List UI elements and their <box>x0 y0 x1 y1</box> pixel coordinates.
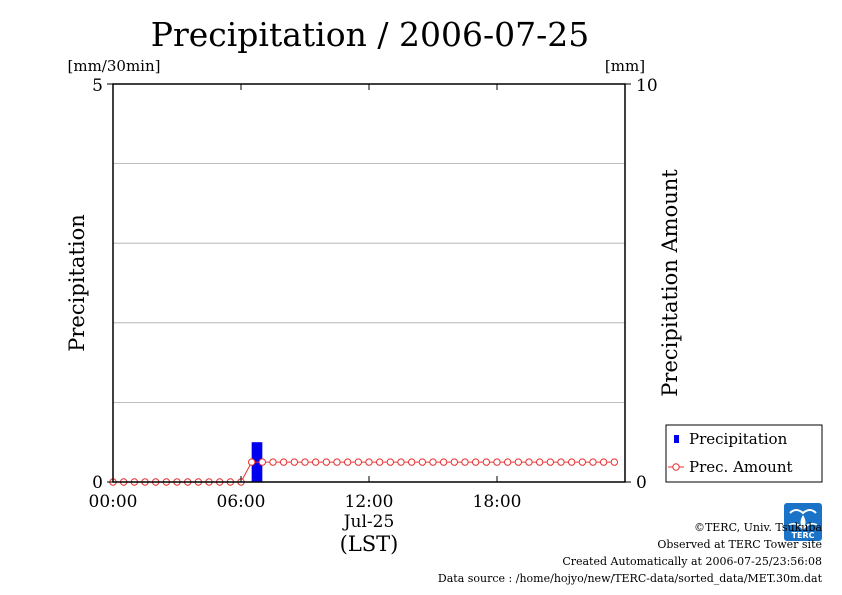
amount-point <box>578 458 587 466</box>
x-axis-label: (LST) <box>340 532 399 556</box>
amount-point <box>258 458 267 466</box>
amount-point <box>343 458 352 466</box>
legend-precipitation-label: Precipitation <box>689 430 788 448</box>
amount-point <box>514 458 523 466</box>
footer-copyright: ©TERC, Univ. Tsukuba <box>693 521 822 534</box>
right-tick-label-0: 0 <box>636 473 647 493</box>
footer-site: Observed at TERC Tower site <box>657 538 822 551</box>
legend-amount-marker <box>672 463 680 471</box>
right-tick-label-10: 10 <box>636 76 658 96</box>
amount-point <box>482 458 491 466</box>
right-axis-unit: [mm] <box>605 57 645 75</box>
x-tick-label-0600: 06:00 <box>217 492 266 512</box>
amount-point <box>503 458 512 466</box>
amount-point <box>354 458 363 466</box>
amount-point <box>279 458 288 466</box>
amount-point <box>557 458 565 466</box>
amount-point <box>471 458 480 466</box>
amount-point <box>301 458 309 466</box>
amount-point <box>567 458 576 466</box>
amount-point <box>247 458 256 466</box>
amount-point <box>450 458 459 466</box>
right-axis-label: Precipitation Amount <box>658 169 682 397</box>
amount-point <box>386 458 395 466</box>
x-tick-label-1800: 18:00 <box>473 492 522 512</box>
legend-precipitation-swatch <box>674 435 679 443</box>
legend-amount-label: Prec. Amount <box>689 458 793 476</box>
footer-source: Data source : /home/hojyo/new/TERC-data/… <box>437 572 822 585</box>
amount-point <box>599 458 608 466</box>
amount-point <box>269 458 277 466</box>
amount-point <box>525 458 533 466</box>
amount-point <box>461 458 469 466</box>
footer-created: Created Automatically at 2006-07-25/23:5… <box>562 555 822 568</box>
amount-point <box>429 458 437 466</box>
grid-lines <box>113 163 625 403</box>
amount-point <box>322 458 331 466</box>
amount-point <box>407 458 416 466</box>
chart-title: Precipitation / 2006-07-25 <box>151 15 589 54</box>
amount-point <box>546 458 555 466</box>
left-axis-label: Precipitation <box>65 214 89 352</box>
amount-point <box>397 458 405 466</box>
x-tick-label-0000: 00:00 <box>89 492 138 512</box>
amount-point <box>333 458 341 466</box>
plot-frame <box>112 83 626 483</box>
amount-point <box>375 458 384 466</box>
amount-line <box>109 458 619 486</box>
svg-text:TERC: TERC <box>792 531 815 540</box>
amount-point <box>290 458 299 466</box>
legend-box <box>665 424 823 483</box>
amount-point <box>535 458 544 466</box>
legend: Precipitation Prec. Amount <box>665 424 823 483</box>
amount-point <box>311 458 320 466</box>
amount-point <box>610 458 619 466</box>
amount-point <box>493 458 501 466</box>
amount-point <box>418 458 427 466</box>
amount-point <box>439 458 448 466</box>
left-tick-label-0: 0 <box>92 473 103 493</box>
terc-logo: TERC <box>784 503 822 541</box>
x-tick-label-1200: 12:00 <box>345 492 394 512</box>
amount-point <box>589 458 597 466</box>
left-tick-label-5: 5 <box>92 76 103 96</box>
axis-ticks <box>107 83 631 483</box>
x-date-label: Jul-25 <box>342 512 395 532</box>
left-axis-unit: [mm/30min] <box>68 57 161 75</box>
amount-point <box>365 458 373 466</box>
